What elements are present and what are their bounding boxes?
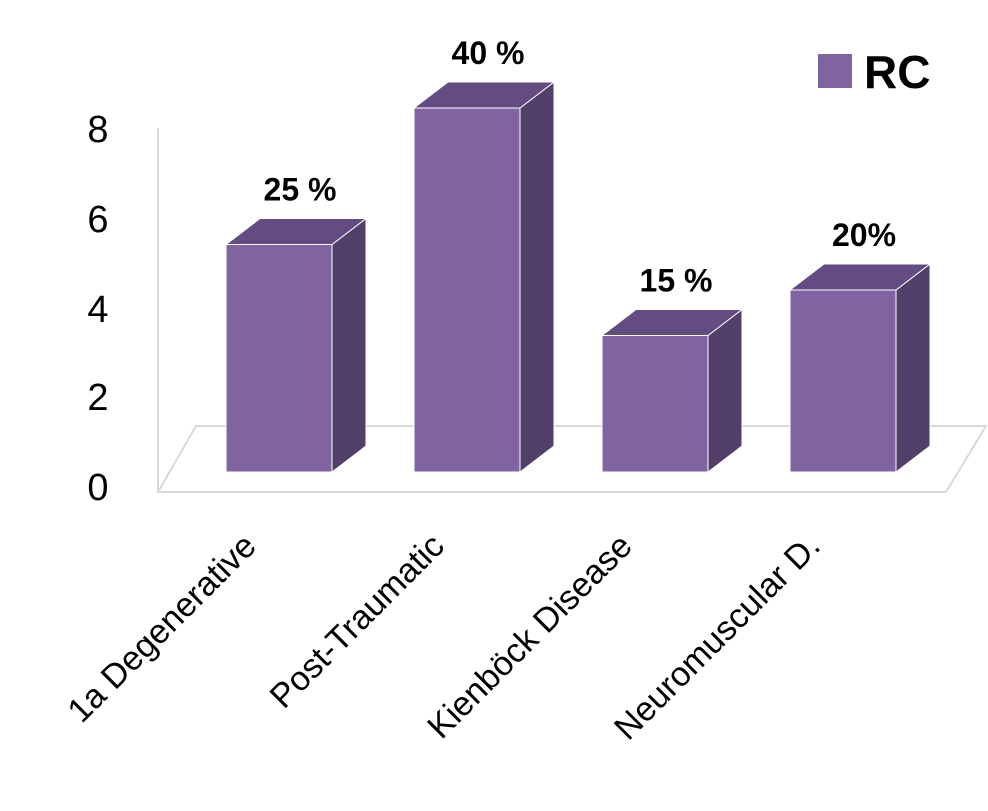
bar-side	[707, 308, 743, 474]
data-labels: 25 % 40 % 15 % 20%	[264, 35, 896, 299]
bar-side	[331, 217, 367, 474]
bar-side	[519, 80, 555, 474]
bar-front	[413, 107, 521, 473]
y-tick-label: 0	[87, 467, 108, 509]
bar	[600, 308, 744, 474]
y-tick-label: 2	[87, 377, 108, 419]
bar	[412, 80, 556, 474]
x-axis-categories: 1a Degenerative Post-Traumatic Kienböck …	[60, 527, 827, 748]
bar-front	[225, 244, 333, 473]
data-label: 25 %	[264, 172, 337, 208]
legend-label: RC	[864, 46, 930, 98]
y-axis-ticks: 0 2 4 6 8	[87, 109, 108, 509]
legend-swatch	[818, 54, 852, 88]
y-tick-label: 6	[87, 199, 108, 241]
y-tick-label: 8	[87, 109, 108, 151]
bar-front	[601, 335, 709, 473]
category-label: Post-Traumatic	[263, 527, 452, 716]
category-label: Neuromuscular D.	[607, 527, 828, 748]
bar-side	[895, 262, 931, 474]
data-label: 40 %	[452, 35, 525, 71]
chart-floor	[156, 128, 988, 493]
bar	[788, 262, 932, 474]
legend: RC	[818, 46, 930, 98]
category-label: 1a Degenerative	[60, 527, 263, 730]
bar	[224, 217, 368, 474]
y-tick-label: 4	[87, 289, 108, 331]
floor-plane	[156, 425, 988, 493]
data-label: 20%	[832, 217, 896, 253]
bar-front	[789, 289, 897, 473]
data-label: 15 %	[640, 263, 713, 299]
category-label: Kienböck Disease	[420, 527, 639, 746]
bar-series-rc	[224, 80, 932, 474]
